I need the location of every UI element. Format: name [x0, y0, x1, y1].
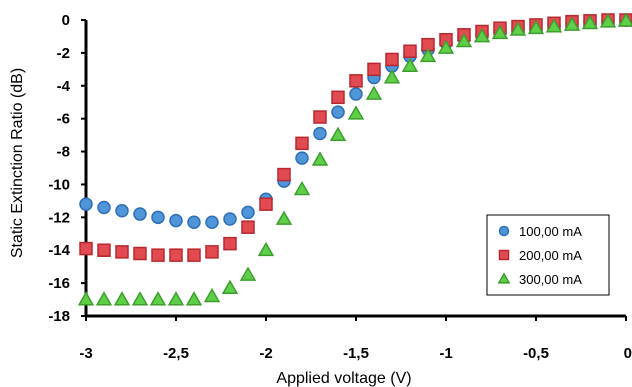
data-point-100ma [151, 210, 165, 225]
data-point-100ma [115, 204, 129, 218]
data-point-200ma [331, 90, 345, 105]
y-tick-label: -18 [48, 308, 70, 325]
data-point-200ma [259, 197, 273, 211]
legend-marker [498, 225, 510, 237]
data-series [77, 12, 632, 306]
x-tick-label: -2 [259, 345, 272, 362]
data-point-300ma [527, 19, 545, 35]
data-point-100ma [313, 126, 327, 141]
data-point-100ma [241, 205, 255, 220]
data-point-300ma [455, 32, 473, 48]
legend: 100,00 mA 200,00 mA 300,00 mA [486, 214, 610, 296]
data-point-300ma [239, 266, 257, 281]
y-axis-title: Static Extinction Ratio (dB) [9, 68, 26, 258]
data-point-100ma [97, 200, 111, 215]
legend-marker [497, 272, 511, 284]
y-tick-label: -10 [48, 176, 70, 193]
y-tick-label: 0 [62, 12, 70, 29]
data-point-300ma [617, 12, 632, 27]
data-point-300ma [365, 85, 383, 100]
data-point-300ma [293, 180, 311, 196]
data-point-300ma [581, 14, 599, 30]
data-point-300ma [221, 279, 239, 294]
data-point-300ma [149, 291, 167, 306]
data-point-100ma [349, 87, 363, 101]
data-point-300ma [563, 16, 581, 31]
legend-marker [498, 249, 510, 261]
y-tick-label: -2 [57, 45, 70, 62]
data-point-300ma [167, 291, 185, 306]
x-axis-title: Applied voltage (V) [276, 370, 411, 387]
legend-entry: 300,00 mA [497, 272, 582, 287]
y-tick-label: -8 [57, 144, 70, 161]
series-100ma [79, 13, 632, 230]
data-point-200ma [223, 236, 237, 251]
data-point-200ma [277, 167, 291, 182]
legend-label: 200,00 mA [519, 248, 582, 263]
data-point-300ma [275, 210, 293, 225]
data-point-100ma [295, 151, 309, 165]
y-tick-label: -4 [57, 78, 71, 95]
data-point-300ma [311, 151, 329, 166]
data-point-300ma [77, 291, 95, 306]
data-point-200ma [367, 62, 381, 77]
data-point-300ma [203, 287, 221, 303]
data-point-300ma [545, 18, 563, 33]
data-point-200ma [241, 220, 255, 234]
data-point-200ma [169, 248, 183, 262]
series-300ma [77, 12, 632, 306]
y-tick-label: -6 [57, 111, 70, 128]
x-tick-label: -1 [439, 345, 452, 362]
data-point-100ma [169, 213, 183, 228]
legend-label: 100,00 mA [519, 224, 582, 239]
x-tick-label: -0,5 [523, 345, 549, 362]
legend-label: 300,00 mA [519, 272, 582, 287]
x-tick-label: -2,5 [163, 345, 189, 362]
data-point-300ma [599, 13, 617, 28]
data-point-200ma [295, 136, 309, 151]
data-point-100ma [223, 212, 237, 226]
y-tick-label: -12 [48, 209, 70, 226]
data-point-300ma [473, 28, 491, 43]
data-point-200ma [349, 74, 363, 88]
data-point-200ma [133, 246, 147, 261]
data-point-200ma [403, 44, 417, 58]
data-point-300ma [419, 47, 437, 63]
data-point-200ma [79, 241, 93, 256]
data-point-300ma [347, 105, 365, 120]
legend-items: 100,00 mA 200,00 mA 300,00 mA [497, 224, 582, 287]
data-point-300ma [437, 39, 455, 54]
legend-entry: 100,00 mA [498, 224, 582, 239]
legend-entry: 200,00 mA [498, 248, 582, 263]
data-point-200ma [313, 110, 327, 124]
data-point-200ma [115, 245, 129, 259]
data-point-300ma [383, 69, 401, 84]
data-point-100ma [331, 105, 345, 119]
x-tick-label: 0 [624, 345, 632, 362]
data-point-100ma [133, 207, 147, 221]
data-point-200ma [385, 52, 399, 67]
data-point-200ma [187, 248, 201, 262]
data-point-100ma [205, 215, 219, 230]
data-point-300ma [131, 291, 149, 306]
data-point-300ma [95, 291, 113, 306]
data-point-200ma [97, 243, 111, 257]
data-point-300ma [185, 291, 203, 306]
y-tick-label: -14 [48, 242, 70, 259]
y-tick-label: -16 [48, 275, 70, 292]
data-point-100ma [187, 215, 201, 230]
x-tick-label: -1,5 [343, 345, 369, 362]
data-point-200ma [205, 245, 219, 259]
data-point-300ma [401, 57, 419, 72]
data-point-300ma [113, 291, 131, 306]
x-tick-label: -3 [79, 345, 92, 362]
data-point-300ma [491, 24, 509, 40]
data-point-200ma [151, 248, 165, 262]
data-point-100ma [79, 197, 93, 211]
tick-labels: 0 -2 -4 -6 -8 -10 -12 -14 -16 -18 -3 -2,5 -2 -1,5 -1 -0… [48, 12, 632, 362]
data-point-300ma [329, 126, 347, 142]
data-point-300ma [257, 241, 275, 257]
data-point-300ma [509, 21, 527, 36]
